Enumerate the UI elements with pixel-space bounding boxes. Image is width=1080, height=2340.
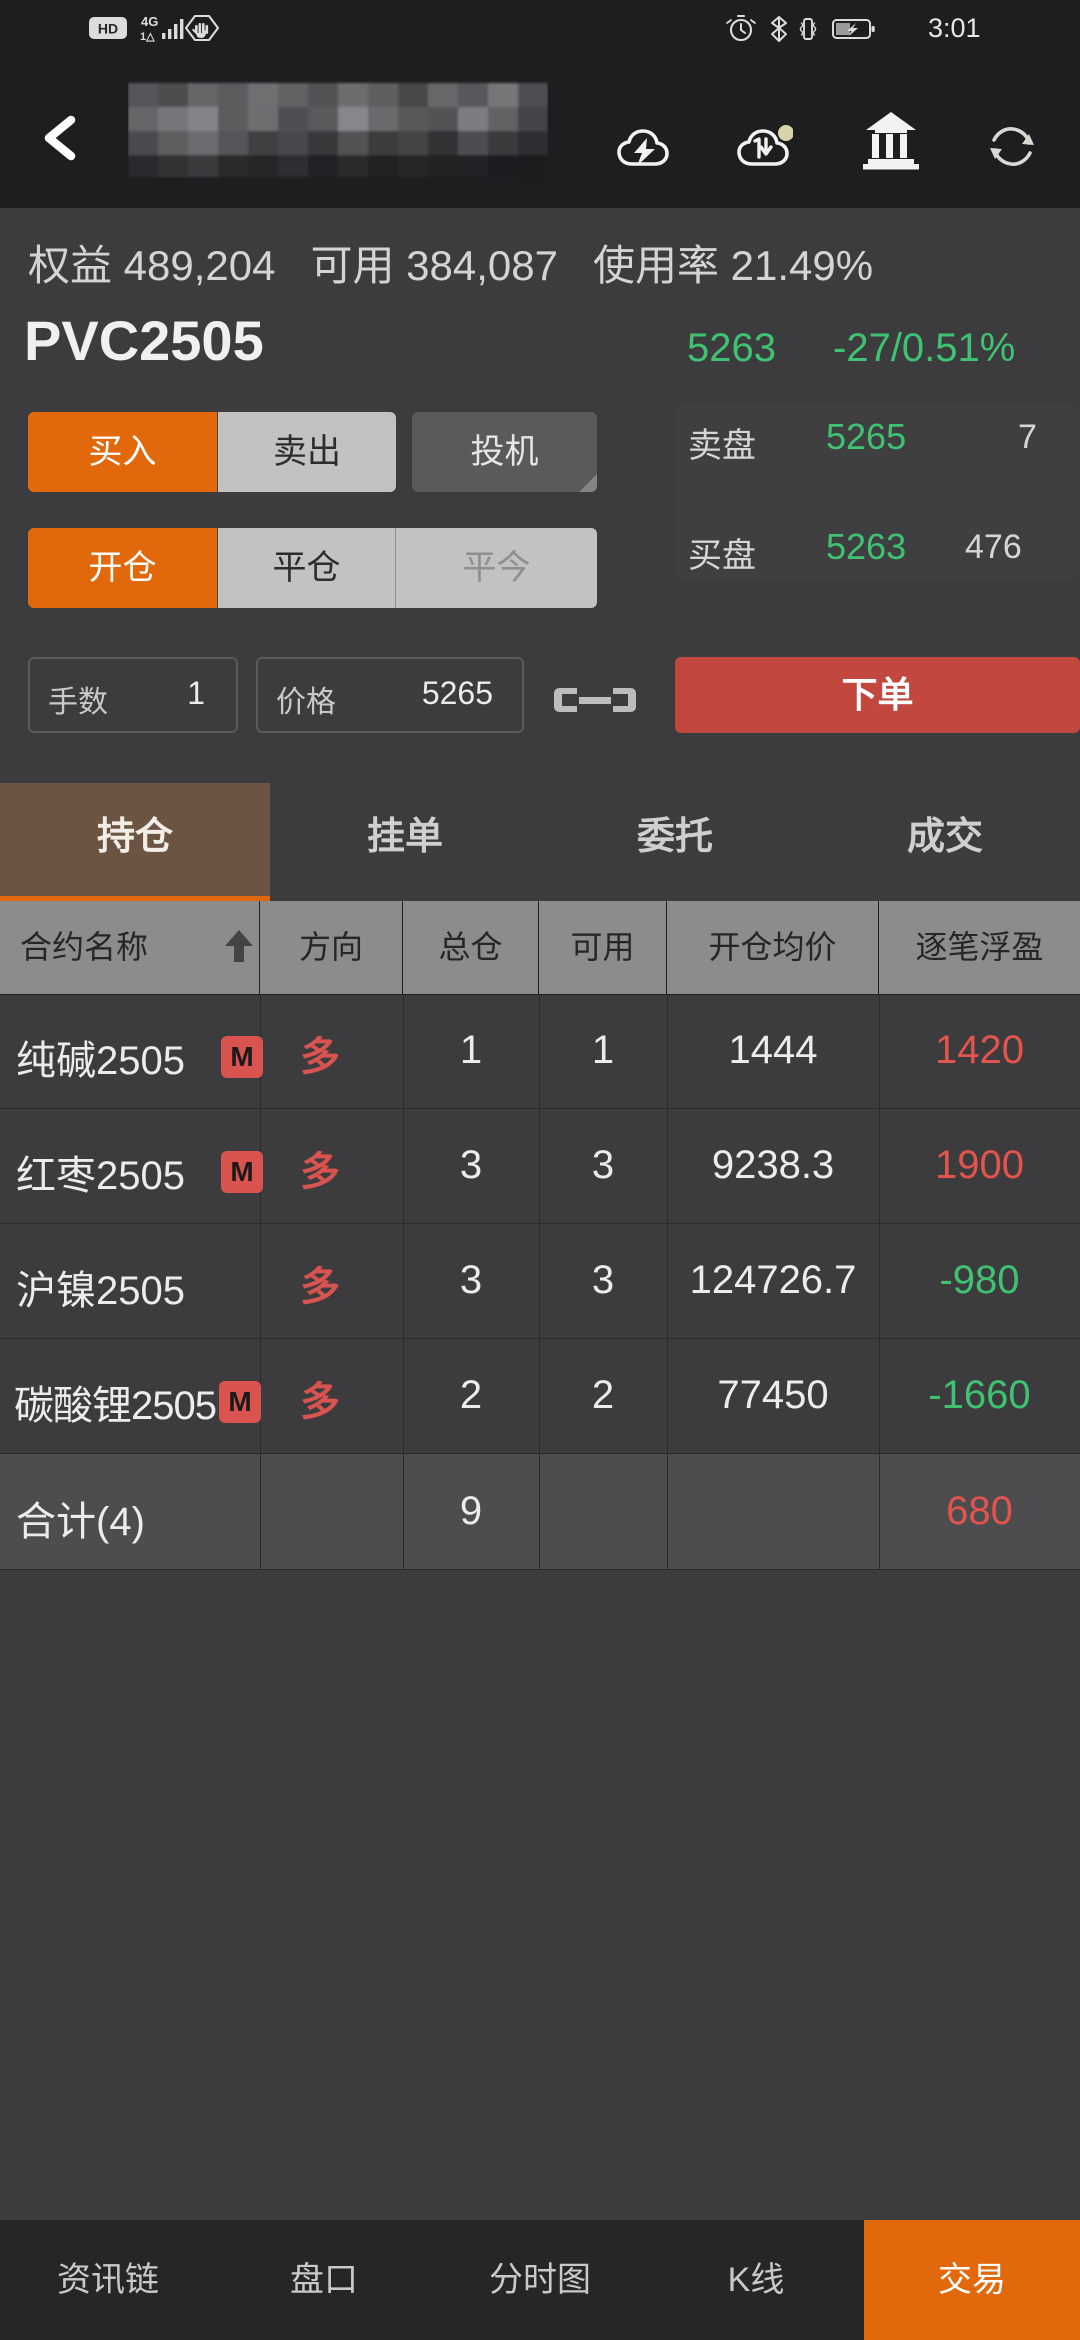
svg-text:HD: HD [98, 21, 118, 37]
svg-text:4G: 4G [141, 14, 158, 29]
svg-text:1△: 1△ [140, 31, 155, 43]
